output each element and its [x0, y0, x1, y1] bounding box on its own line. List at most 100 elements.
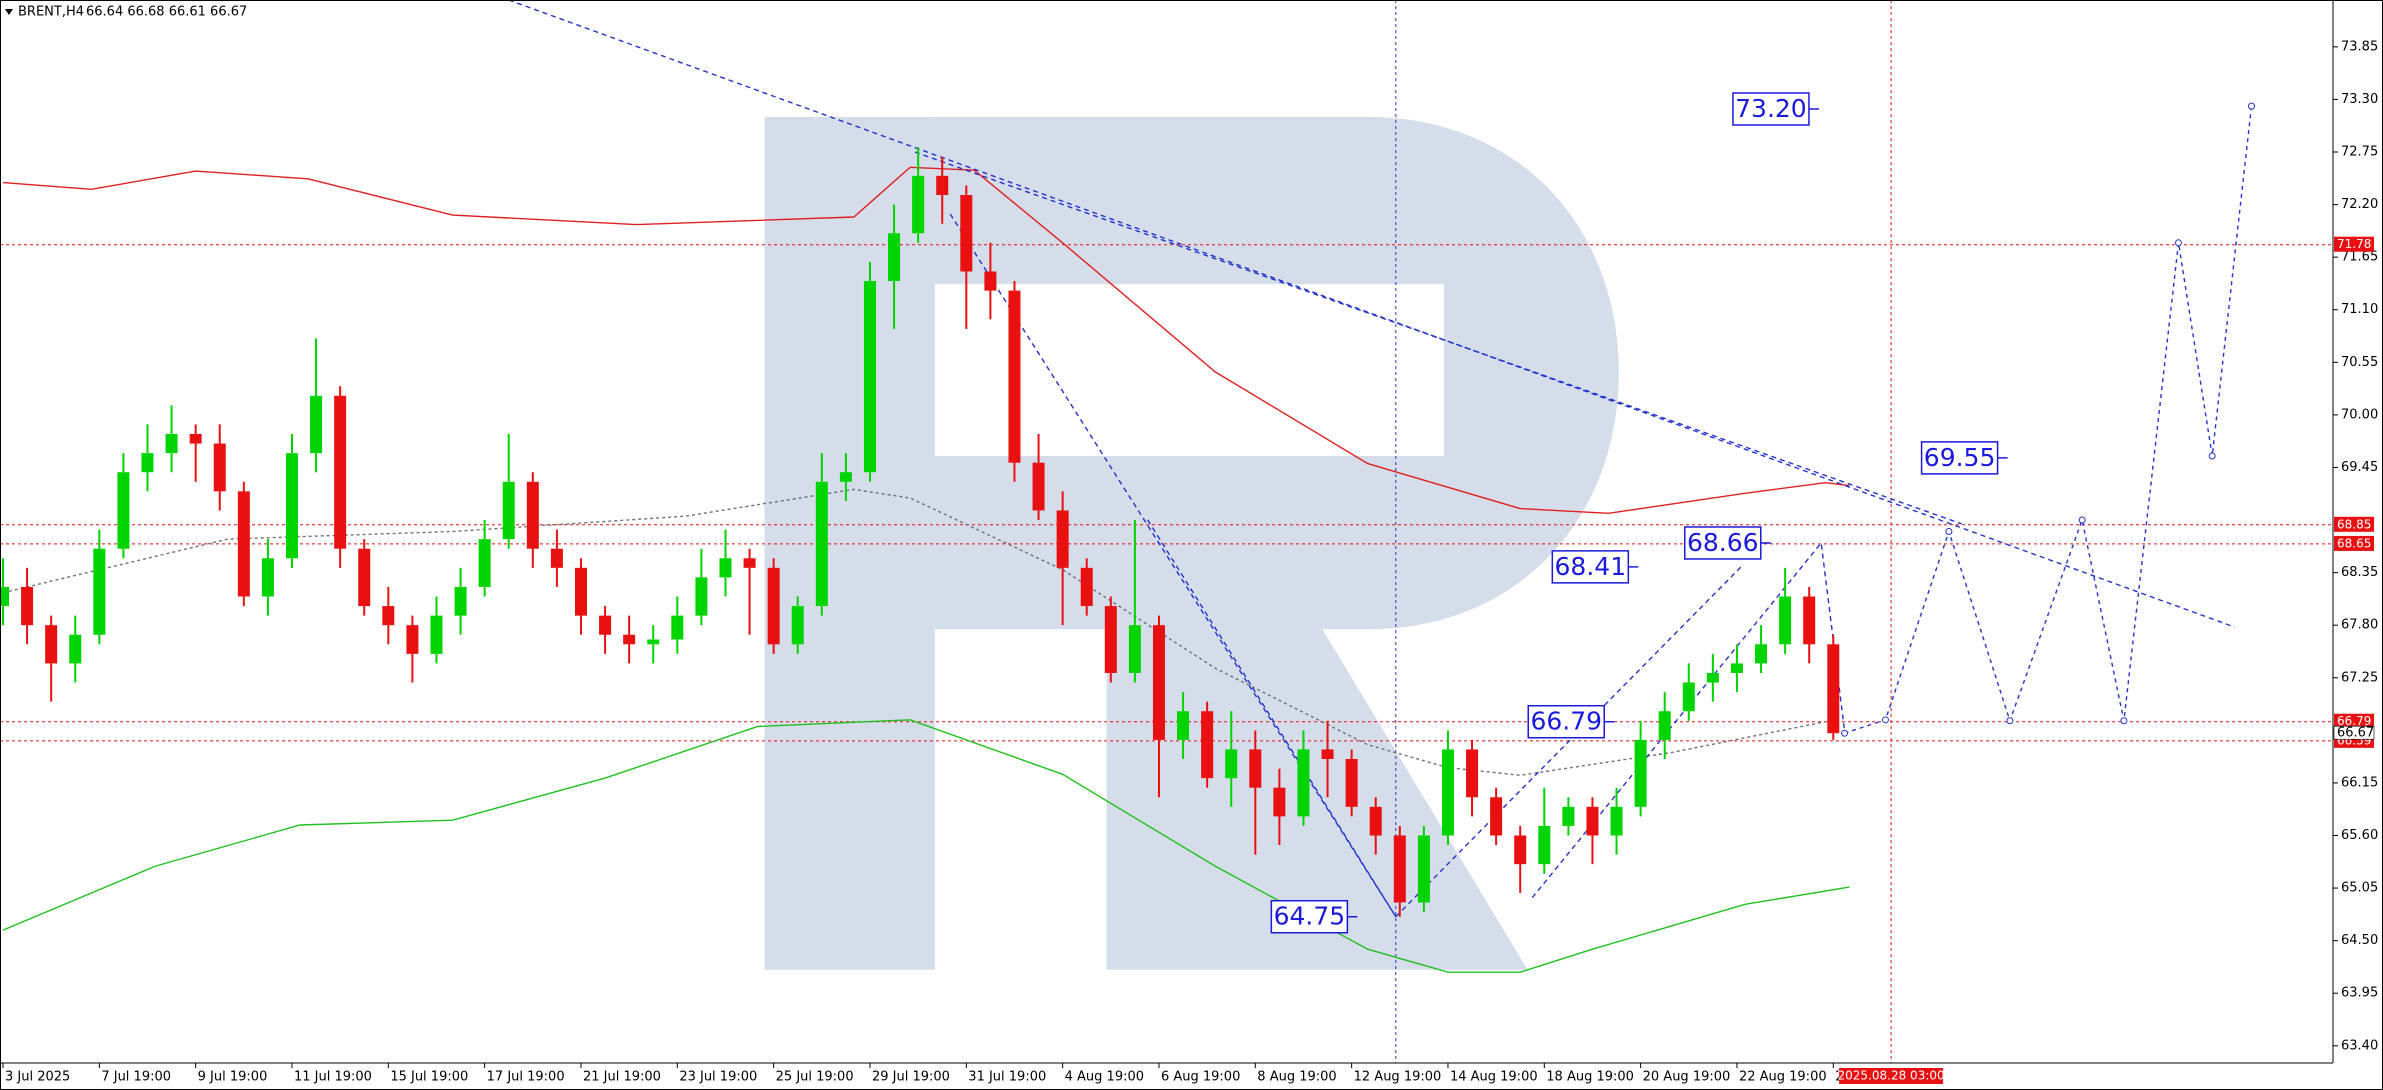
y-tick-label: 73.85 [2341, 39, 2378, 54]
candle-body [165, 433, 178, 454]
forecast-point [2208, 452, 2216, 460]
annotation-label: 68.66 [1687, 528, 1759, 557]
annotation-label: 69.55 [1924, 443, 1996, 472]
y-tick-label: 63.95 [2341, 986, 2378, 1001]
y-tick-label: 70.00 [2341, 407, 2378, 422]
level-label-bg [2334, 713, 2374, 729]
candle-body [1056, 510, 1069, 568]
candle-body [767, 567, 780, 645]
y-tick-label: 71.10 [2341, 302, 2378, 317]
x-tick-label: 12 Aug 19:00 [1354, 1070, 1442, 1085]
candle-body [502, 481, 515, 540]
candle-body [863, 281, 876, 473]
x-tick-label: 9 Jul 19:00 [198, 1070, 268, 1085]
candle-body [1417, 835, 1430, 903]
time-label: 2025.08.28 03:00 [1838, 1069, 1945, 1083]
candle-body [574, 567, 587, 616]
candle-body [382, 606, 395, 626]
candle-body [550, 548, 563, 568]
symbol-menu-icon [5, 9, 13, 15]
candle-body [1393, 835, 1406, 903]
candle-body [334, 395, 347, 549]
y-tick-label: 66.15 [2341, 775, 2378, 790]
candle-body [1128, 625, 1141, 673]
candle-body [623, 634, 636, 645]
forecast-point [1841, 729, 1849, 737]
candle-body [1538, 825, 1551, 865]
candle-body [1658, 711, 1671, 740]
x-tick-label: 14 Aug 19:00 [1450, 1070, 1538, 1085]
x-tick-label: 7 Jul 19:00 [101, 1070, 171, 1085]
time-label-bg [1839, 1068, 1944, 1084]
candle-body [719, 558, 732, 578]
x-tick-label: 22 Aug 19:00 [1739, 1070, 1827, 1085]
forecast-point [2174, 239, 2182, 247]
candle-body [189, 433, 202, 444]
candle-body [117, 472, 130, 549]
candle-body [93, 548, 106, 635]
forecast-point [2078, 516, 2086, 524]
candle-body [1008, 290, 1021, 463]
forecast-point [2248, 102, 2256, 110]
x-tick-label: 15 Jul 19:00 [390, 1070, 468, 1085]
candle-body [936, 175, 949, 196]
candle-body [454, 586, 467, 616]
level-label: 68.85 [2337, 517, 2371, 531]
annotation-label: 68.41 [1555, 552, 1627, 581]
x-tick-label: 4 Aug 19:00 [1065, 1070, 1144, 1085]
candle-body [1249, 749, 1262, 788]
annotation-label: 73.20 [1735, 94, 1807, 123]
forecast-point [2120, 717, 2128, 725]
candle-body [1682, 682, 1695, 712]
y-tick-label: 64.50 [2341, 933, 2378, 948]
candle-body [791, 606, 804, 645]
x-tick-label: 23 Jul 19:00 [679, 1070, 757, 1085]
candle-body [1586, 806, 1599, 836]
candle-body [1827, 644, 1840, 734]
candle-body [912, 175, 925, 234]
candle-body [1441, 749, 1454, 836]
x-tick-label: 25 Jul 19:00 [776, 1070, 854, 1085]
x-tick-label: 21 Jul 19:00 [583, 1070, 661, 1085]
candle-body [1514, 835, 1527, 865]
forecast-point [1945, 528, 1953, 535]
candle-body [406, 625, 419, 654]
indicator-line [2, 166, 1850, 515]
candle-body [888, 233, 901, 282]
candle-body [671, 615, 684, 640]
y-tick-label: 73.30 [2341, 92, 2378, 107]
candle-body [69, 634, 82, 664]
quote-text: 66.64 66.68 66.61 66.67 [86, 5, 247, 20]
candle-body [1369, 806, 1382, 836]
candle-body [1803, 596, 1816, 645]
y-tick-label: 67.80 [2341, 618, 2378, 633]
candle-body [213, 443, 226, 492]
y-tick-label: 71.65 [2341, 250, 2378, 265]
annotation-box [1527, 704, 1605, 739]
logo-stem [764, 117, 935, 970]
annotation-box [1684, 526, 1762, 560]
candle-body [815, 481, 828, 607]
y-tick-label: 63.40 [2341, 1038, 2378, 1053]
candle-body [1080, 567, 1093, 607]
level-label-bg [2334, 535, 2374, 551]
x-tick-label: 3 Jul 2025 [5, 1070, 70, 1085]
y-tick-label: 72.75 [2341, 144, 2378, 159]
candle-body [1490, 797, 1503, 836]
y-tick-label: 65.05 [2341, 881, 2378, 896]
candle-body [237, 491, 250, 597]
y-tick-label: 65.60 [2341, 828, 2378, 843]
y-tick-label: 70.55 [2341, 355, 2378, 370]
candle-body [1177, 711, 1190, 740]
x-tick-label: 6 Aug 19:00 [1161, 1070, 1240, 1085]
candle-body [1562, 806, 1575, 826]
indicator-line [2, 719, 1850, 973]
candle-body [526, 481, 539, 549]
candle-body [310, 395, 323, 454]
candle-body [478, 539, 491, 587]
candle-body [960, 195, 973, 272]
symbol-title: BRENT,H4 [18, 5, 84, 20]
candle-body [141, 453, 154, 473]
forecast-point [2006, 717, 2014, 725]
